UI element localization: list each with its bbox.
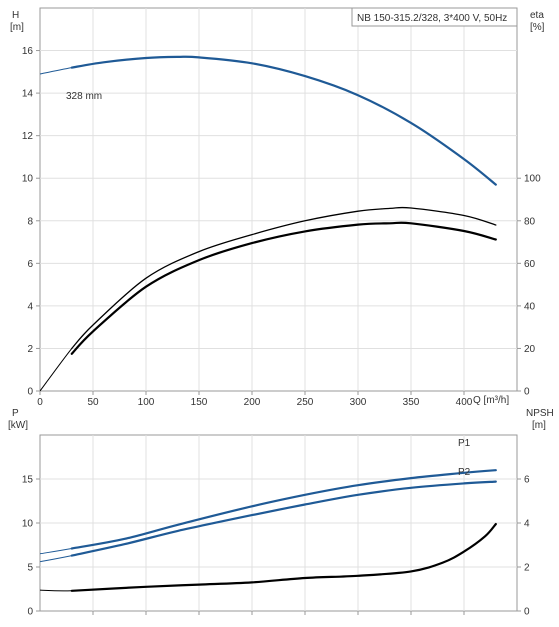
top-left-tick-label: 12 bbox=[22, 131, 34, 142]
bottom-grid bbox=[40, 435, 517, 611]
top-x-tick-label: 150 bbox=[191, 397, 208, 408]
top-right-tick-label: 40 bbox=[524, 301, 536, 312]
top-left-tick-label: 2 bbox=[27, 344, 33, 355]
top-series-2-line bbox=[71, 206, 497, 350]
top-x-tick-label: 300 bbox=[350, 397, 367, 408]
top-left-tick-label: 16 bbox=[22, 46, 34, 57]
bottom-series-1-line bbox=[70, 480, 497, 557]
title-box-frame bbox=[351, 7, 518, 27]
top-right-tick-label: 0 bbox=[524, 387, 530, 398]
bottom-left-tick-label: 10 bbox=[22, 519, 34, 530]
eta-axis-unit: [%] bbox=[530, 22, 545, 33]
top-x-tick-label: 0 bbox=[37, 397, 43, 408]
top-series-2-extension bbox=[39, 348, 73, 392]
top-x-tick-label: 250 bbox=[297, 397, 314, 408]
top-right-tick-label: 20 bbox=[524, 344, 536, 355]
eta-axis-label: eta bbox=[530, 10, 544, 21]
top-series-0-extension bbox=[39, 67, 72, 75]
top-right-tick-label: 80 bbox=[524, 216, 536, 227]
p1-label: P1 bbox=[458, 438, 471, 449]
head-axis-unit: [m] bbox=[10, 22, 24, 33]
top-left-tick-label: 10 bbox=[22, 174, 34, 185]
bottom-ticks: 0 5 10 15 0 2 4 6 bbox=[22, 475, 530, 618]
flow-axis-label: Q [m³/h] bbox=[473, 395, 509, 406]
top-series bbox=[39, 55, 497, 392]
bottom-left-tick-label: 0 bbox=[27, 607, 33, 618]
top-x-tick-label: 400 bbox=[456, 397, 473, 408]
top-left-tick-label: 4 bbox=[27, 301, 33, 312]
bottom-right-tick-label: 6 bbox=[524, 475, 530, 486]
p2-label: P2 bbox=[458, 467, 471, 478]
top-series-0-line bbox=[70, 55, 497, 186]
top-left-tick-label: 6 bbox=[27, 259, 33, 270]
top-ticks: 0 2 4 6 8 10 12 14 16 0 20 40 60 80 100 0 50 100 150 200 250… bbox=[22, 46, 541, 408]
bottom-series-1-extension bbox=[39, 555, 72, 563]
bottom-right-tick-label: 2 bbox=[524, 563, 530, 574]
power-axis-label: P bbox=[12, 408, 19, 419]
bottom-series-2-extension bbox=[39, 589, 72, 592]
bottom-series-2-line bbox=[70, 523, 497, 592]
top-x-tick-label: 200 bbox=[244, 397, 261, 408]
bottom-right-tick-label: 4 bbox=[524, 519, 530, 530]
power-axis-unit: [kW] bbox=[8, 420, 28, 431]
chart-title-box: NB 150-315.2/328, 3*400 V, 50Hz bbox=[351, 7, 518, 27]
bottom-left-tick-label: 15 bbox=[22, 475, 34, 486]
head-axis-label: H bbox=[12, 10, 19, 21]
npsh-axis-label: NPSH bbox=[526, 408, 554, 419]
head-efficiency-chart: 0 2 4 6 8 10 12 14 16 0 20 40 60 80 100 0 50 100 150 200 250… bbox=[10, 7, 545, 408]
top-x-tick-label: 100 bbox=[138, 397, 155, 408]
top-x-tick-label: 350 bbox=[403, 397, 420, 408]
top-series-1-line bbox=[70, 221, 497, 355]
top-grid bbox=[40, 8, 517, 391]
bottom-left-tick-label: 5 bbox=[27, 563, 33, 574]
bottom-series-0-extension bbox=[39, 548, 72, 555]
bottom-right-tick-label: 0 bbox=[524, 607, 530, 618]
bottom-series bbox=[39, 469, 497, 592]
impeller-label: 328 mm bbox=[66, 91, 102, 102]
top-right-tick-label: 60 bbox=[524, 259, 536, 270]
bottom-series-0-line bbox=[70, 469, 497, 550]
top-left-tick-label: 0 bbox=[27, 387, 33, 398]
top-left-tick-label: 14 bbox=[22, 89, 34, 100]
top-plot-frame bbox=[39, 7, 518, 392]
top-left-tick-label: 8 bbox=[27, 216, 33, 227]
top-x-tick-label: 50 bbox=[87, 397, 99, 408]
top-right-tick-label: 100 bbox=[524, 174, 541, 185]
power-npsh-chart: 0 5 10 15 0 2 4 6 P [kW] NPSH [m] P1 P2 bbox=[8, 408, 554, 618]
npsh-axis-unit: [m] bbox=[532, 420, 546, 431]
chart-title: NB 150-315.2/328, 3*400 V, 50Hz bbox=[357, 13, 507, 24]
